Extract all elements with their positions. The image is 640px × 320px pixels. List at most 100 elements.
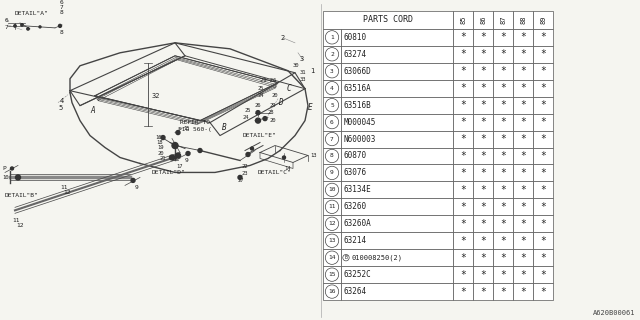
- Circle shape: [325, 116, 339, 129]
- Bar: [323, 80, 341, 97]
- Text: *: *: [540, 134, 546, 144]
- Bar: [453, 232, 473, 249]
- Text: 8: 8: [60, 30, 64, 36]
- Bar: [323, 249, 341, 266]
- Text: 31: 31: [300, 70, 307, 75]
- Bar: [513, 11, 533, 29]
- Text: 18: 18: [156, 140, 163, 145]
- Bar: [341, 97, 453, 114]
- Text: *: *: [500, 134, 506, 144]
- Bar: [493, 266, 513, 283]
- Text: 17: 17: [176, 164, 182, 169]
- Bar: [513, 215, 533, 232]
- Text: E: E: [308, 103, 312, 112]
- Text: 7: 7: [330, 137, 334, 141]
- Bar: [323, 198, 341, 215]
- Bar: [533, 164, 553, 181]
- Bar: [513, 46, 533, 63]
- Bar: [493, 283, 513, 300]
- Text: *: *: [520, 32, 526, 42]
- Circle shape: [325, 183, 339, 196]
- Bar: [533, 97, 553, 114]
- Bar: [533, 283, 553, 300]
- Bar: [533, 46, 553, 63]
- Text: DETAIL"A": DETAIL"A": [15, 12, 49, 16]
- Circle shape: [14, 25, 16, 27]
- Text: *: *: [540, 253, 546, 263]
- Text: *: *: [460, 168, 466, 178]
- Text: *: *: [540, 236, 546, 246]
- Bar: [341, 164, 453, 181]
- Text: 63264: 63264: [344, 287, 367, 296]
- Circle shape: [325, 217, 339, 230]
- Bar: [533, 29, 553, 46]
- Text: 63274: 63274: [344, 50, 367, 59]
- Text: *: *: [540, 202, 546, 212]
- Text: *: *: [500, 83, 506, 93]
- Text: *: *: [480, 202, 486, 212]
- Text: DETAIL"B": DETAIL"B": [5, 193, 39, 198]
- Bar: [473, 63, 493, 80]
- Text: 30: 30: [293, 63, 300, 68]
- Bar: [453, 114, 473, 131]
- Circle shape: [250, 147, 253, 150]
- Text: 27: 27: [238, 178, 244, 183]
- Text: 29 26: 29 26: [260, 78, 276, 83]
- Text: *: *: [480, 83, 486, 93]
- Text: *: *: [520, 236, 526, 246]
- Bar: [533, 181, 553, 198]
- Bar: [341, 198, 453, 215]
- Circle shape: [173, 156, 177, 159]
- Text: *: *: [460, 117, 466, 127]
- Bar: [493, 148, 513, 164]
- Text: *: *: [520, 202, 526, 212]
- Bar: [533, 148, 553, 164]
- Text: 10: 10: [328, 188, 336, 192]
- Bar: [493, 198, 513, 215]
- Text: 6: 6: [330, 120, 334, 124]
- Text: 16: 16: [328, 289, 336, 294]
- Text: *: *: [540, 83, 546, 93]
- Circle shape: [282, 156, 285, 159]
- Text: *: *: [500, 236, 506, 246]
- Bar: [533, 215, 553, 232]
- Text: P: P: [2, 166, 6, 171]
- Bar: [473, 80, 493, 97]
- Bar: [533, 63, 553, 80]
- Text: *: *: [460, 100, 466, 110]
- Text: 63260A: 63260A: [344, 219, 372, 228]
- Text: DETAIL"E": DETAIL"E": [243, 133, 276, 138]
- Text: 60810: 60810: [344, 33, 367, 42]
- Text: *: *: [540, 287, 546, 297]
- Circle shape: [238, 175, 242, 180]
- Text: *: *: [500, 287, 506, 297]
- Text: *: *: [540, 219, 546, 229]
- Bar: [323, 11, 453, 29]
- Bar: [323, 181, 341, 198]
- Text: 63134E: 63134E: [344, 185, 372, 194]
- Text: 23: 23: [242, 171, 248, 176]
- Text: 60870: 60870: [344, 151, 367, 161]
- Text: N600003: N600003: [344, 134, 376, 144]
- Bar: [341, 148, 453, 164]
- Text: B: B: [222, 123, 227, 132]
- Text: *: *: [460, 287, 466, 297]
- Text: 63076: 63076: [344, 168, 367, 178]
- Text: 1: 1: [310, 68, 314, 74]
- Bar: [341, 131, 453, 148]
- Bar: [513, 266, 533, 283]
- Text: 19: 19: [157, 145, 163, 150]
- Circle shape: [198, 148, 202, 153]
- Text: 12: 12: [16, 223, 24, 228]
- Text: *: *: [480, 117, 486, 127]
- Bar: [493, 249, 513, 266]
- Circle shape: [325, 48, 339, 61]
- Bar: [513, 29, 533, 46]
- Text: 11: 11: [328, 204, 336, 209]
- Text: 89: 89: [540, 16, 546, 24]
- Text: *: *: [520, 151, 526, 161]
- Text: 21: 21: [160, 156, 166, 161]
- Text: 12: 12: [63, 190, 70, 195]
- Circle shape: [325, 251, 339, 264]
- Bar: [453, 148, 473, 164]
